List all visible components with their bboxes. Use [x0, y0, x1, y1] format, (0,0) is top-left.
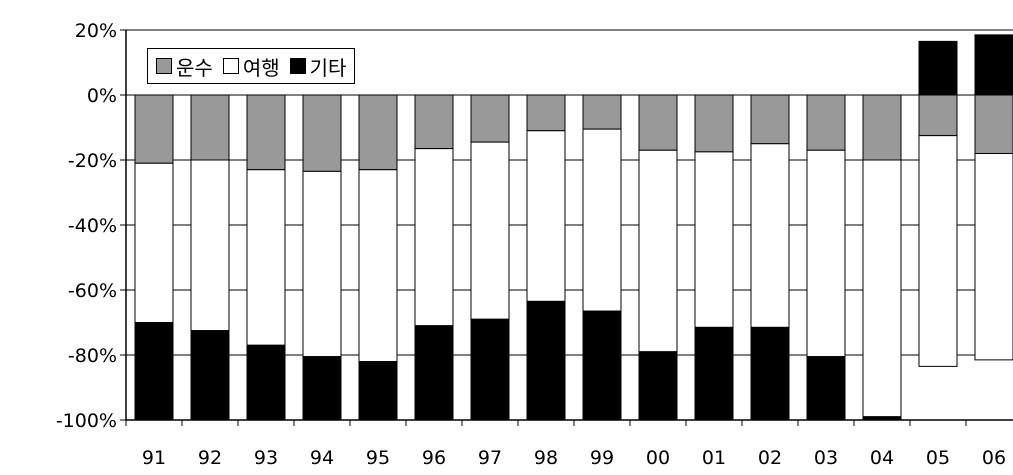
bar-segment-0-97	[470, 94, 510, 143]
x-tick-label: 03	[814, 447, 838, 469]
bar-segment-1-00	[638, 149, 678, 353]
x-tick-label: 05	[926, 447, 950, 469]
x-tick-label: 91	[142, 447, 166, 469]
bar-segment-0-96	[414, 94, 454, 150]
x-tick-label: 98	[534, 447, 558, 469]
x-tick-label: 92	[198, 447, 222, 469]
x-tick-label: 99	[590, 447, 614, 469]
bar-segment-2-91	[134, 322, 174, 421]
y-tick-label: -40%	[68, 215, 117, 237]
y-tick-label: 20%	[75, 20, 117, 42]
bar-segment-0-06	[974, 94, 1013, 154]
x-tick-label: 04	[870, 447, 894, 469]
bar-segment-2-06	[974, 34, 1013, 96]
bar-segment-0-05	[918, 94, 958, 137]
legend: 운수 여행 기타	[147, 48, 356, 84]
bar-segment-2-95	[358, 361, 398, 421]
bar-segment-1-97	[470, 141, 510, 320]
bar-segment-0-95	[358, 94, 398, 171]
bar-segment-1-05	[918, 135, 958, 367]
bar-segment-1-01	[694, 151, 734, 328]
bar-segment-2-05	[918, 40, 958, 96]
bar-segment-0-00	[638, 94, 678, 151]
bar-segment-1-06	[974, 153, 1013, 361]
x-tick-label: 01	[702, 447, 726, 469]
bar-segment-0-92	[190, 94, 230, 161]
bar-segment-1-03	[806, 149, 846, 358]
bar-segment-2-92	[190, 330, 230, 421]
x-tick-label: 06	[982, 447, 1006, 469]
y-tick-label: -60%	[68, 280, 117, 302]
bars	[134, 34, 1013, 421]
bar-segment-0-04	[862, 94, 902, 161]
x-tick-label: 93	[254, 447, 278, 469]
x-tick-label: 00	[646, 447, 670, 469]
bar-segment-2-97	[470, 318, 510, 421]
bar-segment-0-99	[582, 94, 622, 130]
bar-segment-2-00	[638, 351, 678, 421]
y-tick-label: -80%	[68, 345, 117, 367]
bar-segment-1-98	[526, 130, 566, 302]
x-tick-label: 95	[366, 447, 390, 469]
bar-segment-2-02	[750, 326, 790, 421]
bar-segment-2-94	[302, 356, 342, 421]
bar-segment-0-93	[246, 94, 286, 171]
bar-segment-2-96	[414, 325, 454, 421]
x-tick-label: 96	[422, 447, 446, 469]
bar-segment-1-95	[358, 169, 398, 362]
legend-item-transport: 운수	[156, 52, 213, 81]
bar-segment-1-92	[190, 159, 230, 332]
bar-segment-0-94	[302, 94, 342, 172]
bar-segment-2-01	[694, 326, 734, 421]
legend-item-other: 기타	[289, 52, 347, 81]
bar-segment-0-03	[806, 94, 846, 151]
bar-segment-2-98	[526, 300, 566, 421]
legend-label-other: 기타	[309, 55, 347, 80]
y-tick-label: -20%	[68, 150, 117, 172]
legend-swatch-travel	[222, 58, 239, 74]
y-tick-labels: 20% 0% -20% -40% -60% -80% -100%	[56, 20, 117, 432]
legend-swatch-transport	[156, 58, 172, 74]
legend-item-travel: 여행	[222, 52, 280, 81]
bar-segment-0-91	[134, 94, 174, 164]
bar-segment-1-04	[862, 159, 902, 418]
x-tick-label: 02	[758, 447, 782, 469]
bar-segment-1-96	[414, 148, 454, 327]
bar-segment-0-98	[526, 94, 566, 132]
y-tick-label: 0%	[87, 85, 117, 107]
bar-segment-1-94	[302, 170, 342, 358]
legend-label-travel: 여행	[242, 55, 280, 80]
bar-segment-2-93	[246, 344, 286, 421]
y-tick-label: -100%	[56, 410, 117, 432]
legend-label-transport: 운수	[176, 55, 213, 80]
bar-segment-1-02	[750, 143, 790, 328]
bar-segment-1-99	[582, 128, 622, 312]
bar-segment-0-02	[750, 94, 790, 145]
x-tick-labels: 91 92 93 94 95 96 97 98 99 00 01 02 03 04 05 06	[142, 447, 1006, 469]
bar-segment-1-91	[134, 162, 174, 323]
bar-segment-2-03	[806, 356, 846, 421]
bar-segment-2-99	[582, 310, 622, 421]
x-tick-label: 97	[478, 447, 502, 469]
legend-swatch-other	[289, 58, 306, 74]
bar-segment-1-93	[246, 169, 286, 346]
axes	[120, 29, 1013, 426]
bar-segment-0-01	[694, 94, 734, 153]
x-tick-label: 94	[310, 447, 334, 469]
